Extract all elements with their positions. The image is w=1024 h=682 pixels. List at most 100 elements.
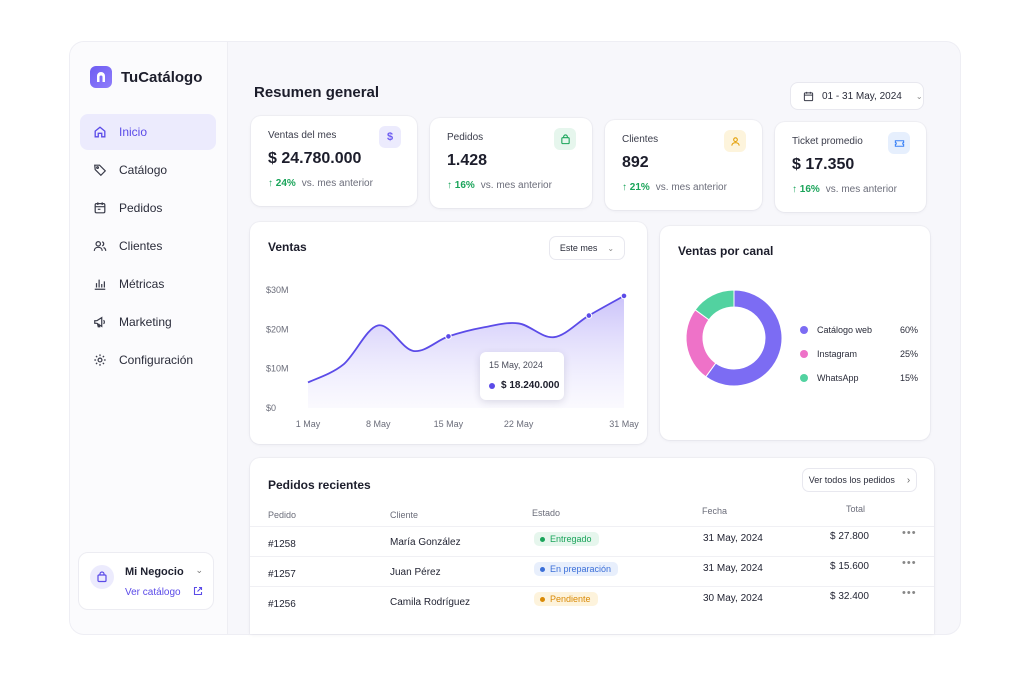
- y-tick-label: $20M: [266, 324, 289, 334]
- chevron-right-icon: ›: [906, 474, 911, 486]
- sidebar-nav: Inicio Catálogo Pedidos Clientes Métrica…: [80, 114, 216, 380]
- sidebar-item-inicio[interactable]: Inicio: [80, 114, 216, 150]
- users-icon: [93, 241, 107, 251]
- legend-dot: [800, 374, 808, 382]
- view-catalog-link[interactable]: Ver catálogo: [125, 587, 181, 598]
- order-total: $ 15.600: [830, 561, 869, 572]
- more-icon[interactable]: •••: [902, 527, 917, 539]
- order-total: $ 32.400: [830, 591, 869, 602]
- order-date: 31 May, 2024: [703, 563, 763, 574]
- x-tick-label: 15 May: [434, 419, 464, 429]
- calendar-icon: [803, 91, 814, 101]
- table-row[interactable]: #1258 María González Entregado 31 May, 2…: [250, 526, 934, 556]
- order-date: 30 May, 2024: [703, 593, 763, 604]
- sales-area: [308, 295, 624, 408]
- legend-item: WhatsApp 15%: [800, 366, 918, 390]
- more-icon[interactable]: •••: [902, 557, 917, 569]
- sidebar-item-metricas[interactable]: Métricas: [80, 266, 216, 302]
- order-id: #1258: [268, 539, 296, 550]
- status-badge: Entregado: [534, 532, 599, 546]
- sidebar-item-clientes[interactable]: Clientes: [80, 228, 216, 264]
- external-link-icon[interactable]: [193, 586, 203, 596]
- table-row[interactable]: #1257 Juan Pérez En preparación 31 May, …: [250, 556, 934, 586]
- kpi-delta: ↑ 16% vs. mes anterior: [447, 180, 552, 191]
- channels-legend: Catálogo web 60% Instagram 25% WhatsApp …: [800, 318, 918, 390]
- table-row[interactable]: #1256 Camila Rodríguez Pendiente 30 May,…: [250, 586, 934, 616]
- status-badge: Pendiente: [534, 592, 598, 606]
- page-title: Resumen general: [254, 84, 380, 101]
- date-range-label: 01 - 31 May, 2024: [822, 90, 902, 102]
- ticket-icon: [888, 132, 910, 154]
- sidebar-item-catalogo[interactable]: Catálogo: [80, 152, 216, 188]
- x-tick-label: 22 May: [504, 419, 534, 429]
- y-tick-label: $30M: [266, 285, 289, 295]
- channels-donut: [685, 289, 783, 387]
- order-client: Camila Rodríguez: [390, 597, 471, 608]
- sidebar: TuCatálogo Inicio Catálogo Pedidos Clien…: [70, 42, 228, 634]
- y-tick-label: $0: [266, 403, 276, 413]
- tooltip-dot: [489, 383, 495, 389]
- kpi-delta: ↑ 16% vs. mes anterior: [792, 184, 897, 195]
- legend-value: 60%: [899, 325, 918, 335]
- col-header: Estado: [532, 508, 561, 518]
- kpi-label: Ticket promedio: [792, 136, 863, 147]
- kpi-card-clientes: Clientes 892 ↑ 21% vs. mes anterior: [605, 120, 762, 210]
- data-point[interactable]: [445, 333, 452, 340]
- tag-icon: [94, 164, 107, 177]
- legend-value: 15%: [899, 373, 918, 383]
- logo-icon: [90, 66, 112, 88]
- sidebar-item-label: Pedidos: [119, 201, 163, 215]
- x-tick-label: 31 May: [609, 419, 639, 429]
- legend-dot: [800, 326, 808, 334]
- kpi-value: 1.428: [447, 152, 488, 169]
- order-id: #1256: [268, 599, 296, 610]
- kpi-card-ticket: Ticket promedio $ 17.350 ↑ 16% vs. mes an…: [775, 122, 926, 212]
- view-all-label: Ver todos los pedidos: [808, 475, 895, 485]
- legend-item: Catálogo web 60%: [800, 318, 918, 342]
- chart-tooltip: 15 May, 2024 $ 18.240.000: [480, 352, 564, 400]
- more-icon[interactable]: •••: [902, 587, 917, 599]
- kpi-delta: ↑ 21% vs. mes anterior: [622, 182, 727, 193]
- kpi-value: 892: [622, 154, 649, 171]
- col-header: Fecha: [702, 506, 728, 516]
- kpi-value: $ 17.350: [792, 156, 855, 173]
- view-all-orders-button[interactable]: Ver todos los pedidos ›: [802, 468, 917, 492]
- legend-label: Catálogo web: [817, 325, 873, 335]
- sidebar-item-marketing[interactable]: Marketing: [80, 304, 216, 340]
- channels-title: Ventas por canal: [678, 244, 774, 258]
- col-header: Pedido: [268, 510, 297, 520]
- order-id: #1257: [268, 569, 296, 580]
- business-switcher[interactable]: Mi Negocio ⌄ Ver catálogo: [78, 552, 214, 610]
- donut-slice[interactable]: [694, 289, 735, 321]
- legend-item: Instagram 25%: [800, 342, 918, 366]
- order-total: $ 27.800: [830, 531, 869, 542]
- legend-value: 25%: [899, 349, 918, 359]
- x-tick-label: 1 May: [296, 419, 321, 429]
- x-tick-label: 8 May: [366, 419, 391, 429]
- sidebar-item-pedidos[interactable]: Pedidos: [80, 190, 216, 226]
- sales-card: Ventas Este mes ⌄ $0 $10M $20M $30M 1 May 8 M…: [250, 222, 647, 444]
- megaphone-icon: [94, 316, 105, 328]
- date-range-picker[interactable]: 01 - 31 May, 2024 ⌄: [790, 82, 924, 110]
- data-point[interactable]: [585, 312, 593, 319]
- col-header: Cliente: [390, 510, 419, 520]
- kpi-value: $ 24.780.000: [268, 150, 362, 167]
- sidebar-item-label: Métricas: [119, 277, 165, 291]
- kpi-delta: ↑ 24% vs. mes anterior: [268, 178, 373, 189]
- legend-label: Instagram: [817, 349, 858, 359]
- data-point[interactable]: [620, 292, 628, 300]
- home-icon: [94, 126, 106, 138]
- period-label: Este mes: [559, 243, 598, 253]
- kpi-card-ventas: Ventas del mes $ 24.780.000 ↑ 24% vs. mes…: [251, 116, 417, 206]
- kpi-card-pedidos: Pedidos 1.428 ↑ 16% vs. mes anterior: [430, 118, 592, 208]
- legend-label: WhatsApp: [817, 373, 859, 383]
- donut-slice[interactable]: [705, 289, 783, 387]
- sidebar-item-configuracion[interactable]: Configuración: [80, 342, 216, 378]
- order-client: María González: [390, 537, 461, 548]
- chevron-down-icon[interactable]: ⌄: [195, 565, 203, 575]
- period-select[interactable]: Este mes ⌄: [549, 236, 625, 260]
- logo[interactable]: TuCatálogo: [90, 66, 202, 88]
- sales-chart: $0 $10M $20M $30M 1 May 8 May 15 May 22 May 31 M…: [266, 285, 639, 429]
- donut-slice[interactable]: [685, 309, 717, 378]
- sidebar-item-label: Marketing: [119, 315, 172, 329]
